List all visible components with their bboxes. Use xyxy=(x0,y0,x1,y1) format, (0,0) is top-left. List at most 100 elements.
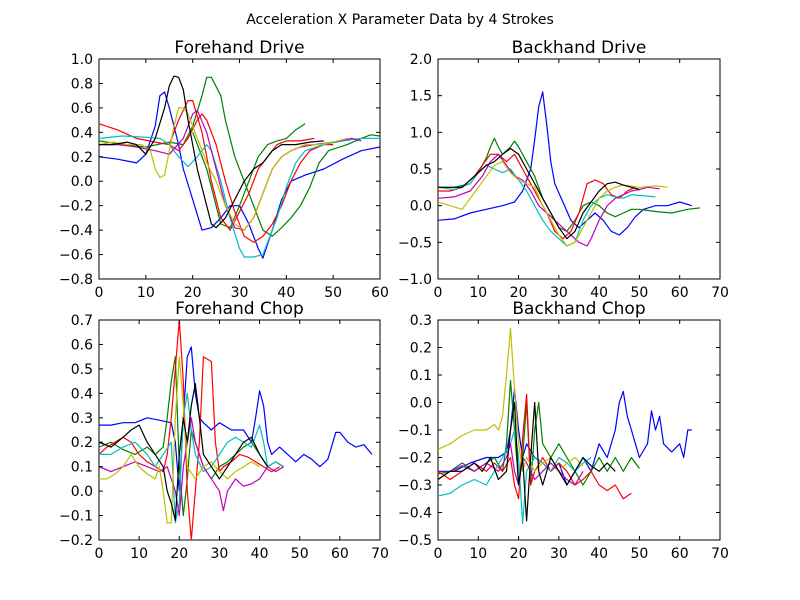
series-line-6 xyxy=(438,161,668,247)
panel-backhand-drive: Backhand Drive 0 10 20 30 40 50 60 70 −1.0 −0.5 0.… xyxy=(398,38,729,301)
x-tick-label: 70 xyxy=(371,546,389,562)
y-tick-label: −0.1 xyxy=(59,509,93,525)
y-tick-label: 2.0 xyxy=(410,52,432,68)
x-tick-label: 10 xyxy=(469,546,487,562)
y-tick-label: 0.6 xyxy=(71,101,93,117)
x-tick-label: 30 xyxy=(550,546,568,562)
series-line-3 xyxy=(192,123,306,229)
x-tick-label: 20 xyxy=(510,546,528,562)
panel-forehand-drive: Forehand Drive 0 10 20 30 40 50 60 −0.8 −0.6 −0.4… xyxy=(59,38,389,301)
axis-layer: 0 10 20 30 40 50 60 70 −0.2 −0.1 0.0 0.1 0.2 0.3 0.4 0.… xyxy=(59,313,389,562)
axis-layer: 0 10 20 30 40 50 60 70 −1.0 −0.5 0.0 0.5 1.0 1.5 2.0 xyxy=(398,52,729,301)
x-tick-label: 50 xyxy=(324,285,342,301)
axis-layer: 0 10 20 30 40 50 60 −0.8 −0.6 −0.4 −0.2 0.0 0.2 0.4 0.… xyxy=(59,52,389,301)
y-tick-label: −1.0 xyxy=(398,272,432,288)
series-line-5 xyxy=(99,417,285,517)
series-line-5 xyxy=(438,153,660,247)
y-tick-label: 0.1 xyxy=(71,460,93,476)
panel-title: Backhand Chop xyxy=(512,299,645,319)
series-line-8 xyxy=(99,107,348,231)
x-tick-label: 40 xyxy=(590,285,608,301)
y-tick-label: 0.2 xyxy=(71,435,93,451)
x-tick-label: 20 xyxy=(170,546,188,562)
y-tick-label: −0.3 xyxy=(398,478,432,494)
x-tick-label: 0 xyxy=(95,285,104,301)
y-tick-label: 0.6 xyxy=(71,337,93,353)
y-tick-label: 1.0 xyxy=(410,125,432,141)
series-line-7 xyxy=(99,109,362,231)
y-tick-label: 0.0 xyxy=(71,174,93,190)
series-line-9 xyxy=(99,75,324,229)
x-tick-label: 60 xyxy=(331,546,349,562)
y-tick-label: 0.7 xyxy=(71,313,93,329)
y-tick-label: −0.5 xyxy=(398,235,432,251)
series-line-3 xyxy=(99,320,280,540)
y-tick-label: 0.3 xyxy=(410,313,432,329)
series-line-3 xyxy=(438,393,632,500)
series-layer xyxy=(99,320,373,540)
y-tick-label: −0.2 xyxy=(59,199,93,215)
x-tick-label: 20 xyxy=(184,285,202,301)
y-tick-label: 1.5 xyxy=(410,89,432,105)
series-line-6 xyxy=(99,135,380,258)
panel-forehand-chop: Forehand Chop 0 10 20 30 40 50 60 70 −0.2 −0.1 0.0… xyxy=(59,299,389,562)
y-tick-label: 1.0 xyxy=(71,52,93,68)
x-tick-label: 0 xyxy=(95,546,104,562)
x-tick-label: 60 xyxy=(671,285,689,301)
panel-backhand-chop: Backhand Chop 0 10 20 30 40 50 60 70 −0.5 −0.4 −0.… xyxy=(398,299,729,562)
y-tick-label: 0.3 xyxy=(71,411,93,427)
figure-title: Acceleration X Parameter Data by 4 Strok… xyxy=(246,12,554,28)
x-tick-label: 0 xyxy=(434,285,443,301)
x-tick-label: 40 xyxy=(251,546,269,562)
y-tick-label: 0.2 xyxy=(71,150,93,166)
series-line-7 xyxy=(438,147,640,240)
x-tick-label: 60 xyxy=(671,546,689,562)
y-tick-label: −0.2 xyxy=(59,533,93,549)
panel-title: Forehand Drive xyxy=(174,38,304,58)
series-line-6 xyxy=(99,356,260,524)
x-tick-label: 10 xyxy=(469,285,487,301)
series-line-7 xyxy=(99,383,269,521)
series-line-1 xyxy=(99,346,373,492)
x-tick-label: 70 xyxy=(711,285,729,301)
x-tick-label: 30 xyxy=(211,546,229,562)
x-tick-label: 30 xyxy=(231,285,249,301)
y-tick-label: 0.8 xyxy=(71,76,93,92)
x-tick-label: 50 xyxy=(631,285,649,301)
y-tick-label: 0.1 xyxy=(410,368,432,384)
y-tick-label: 0.4 xyxy=(71,386,93,402)
y-tick-label: 0.0 xyxy=(71,484,93,500)
series-line-4 xyxy=(99,113,334,243)
x-tick-label: 50 xyxy=(631,546,649,562)
series-line-2 xyxy=(99,356,285,517)
y-tick-label: −0.6 xyxy=(59,248,93,264)
x-tick-label: 30 xyxy=(550,285,568,301)
series-line-4 xyxy=(99,392,285,524)
series-layer xyxy=(438,327,692,525)
y-tick-label: −0.8 xyxy=(59,272,93,288)
x-tick-label: 40 xyxy=(277,285,295,301)
series-line-4 xyxy=(438,429,592,525)
panel-title: Backhand Drive xyxy=(512,38,647,58)
y-tick-label: −0.4 xyxy=(398,506,432,522)
y-tick-label: 0.0 xyxy=(410,396,432,412)
axis-layer: 0 10 20 30 40 50 60 70 −0.5 −0.4 −0.3 −0.2 −0.1 0.0 0.… xyxy=(398,313,729,562)
y-tick-label: 0.4 xyxy=(71,125,93,141)
x-tick-label: 10 xyxy=(137,285,155,301)
x-tick-label: 60 xyxy=(371,285,389,301)
y-tick-label: −0.5 xyxy=(398,533,432,549)
series-line-5 xyxy=(168,100,315,231)
y-tick-label: 0.5 xyxy=(410,162,432,178)
x-tick-label: 40 xyxy=(590,546,608,562)
y-tick-label: 0.2 xyxy=(410,341,432,357)
y-tick-label: −0.2 xyxy=(398,451,432,467)
y-tick-label: −0.1 xyxy=(398,423,432,439)
x-tick-label: 20 xyxy=(510,285,528,301)
x-tick-label: 0 xyxy=(434,546,443,562)
y-tick-label: 0.0 xyxy=(410,199,432,215)
x-tick-label: 70 xyxy=(711,546,729,562)
series-line-1 xyxy=(438,91,692,236)
x-tick-label: 10 xyxy=(130,546,148,562)
series-line-7 xyxy=(438,401,616,522)
